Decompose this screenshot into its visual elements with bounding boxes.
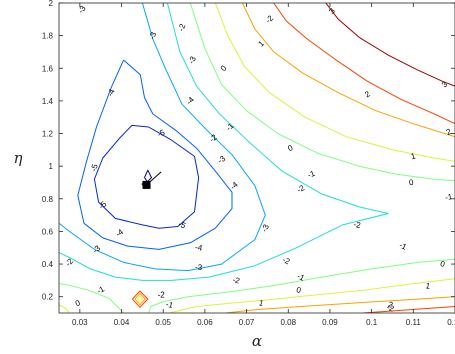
contour-label-5: -3 — [187, 54, 198, 65]
ticks-layer: 0.03 0.04 0.05 0.06 0.07 0.08 0.09 0.1 0.11 0.12 0… — [42, 0, 455, 327]
contour-label-7: 0 — [219, 63, 229, 73]
contour-label-24: -2 — [295, 183, 306, 195]
contour-line-level-0-9 — [169, 278, 455, 313]
y-tick-label-4: 1 — [49, 162, 54, 171]
contours-layer — [59, 3, 455, 313]
contour-label-22: -6 — [139, 181, 149, 190]
contour-label-9: 3 — [440, 79, 450, 89]
x-tick-label-5: 0.08 — [280, 318, 296, 327]
plot-frame — [58, 2, 455, 314]
contour-label-45: -1 — [165, 300, 175, 311]
contour-label-14: -2 — [208, 132, 220, 144]
contour-line-level--4-2 — [77, 59, 233, 250]
contour-line-level-3-18 — [325, 3, 455, 87]
contour-label-21: -4 — [228, 180, 240, 192]
contour-label-38: -1 — [296, 272, 307, 283]
contour-line-level-1-12 — [241, 3, 455, 138]
contour-label-47: 2 — [387, 300, 395, 310]
contour-line-level--2-4 — [59, 3, 389, 281]
y-tick-label-7: 1.6 — [42, 64, 54, 73]
x-tick-label-3: 0.06 — [197, 318, 213, 327]
contour-line-level--1-5 — [189, 3, 455, 182]
contour-line-level--1-7 — [59, 283, 124, 313]
y-tick-label-8: 1.8 — [42, 32, 54, 41]
marker-layer — [142, 171, 162, 189]
y-tick-label-0: 0.2 — [42, 293, 54, 302]
y-tick-label-6: 1.4 — [42, 97, 54, 106]
y-tick-label-1: 0.4 — [42, 260, 54, 269]
contour-label-8: -4 — [106, 87, 117, 98]
contour-line-level-1-14 — [134, 292, 146, 306]
contour-label-31: -3 — [91, 243, 103, 255]
contour-label-3: -2 — [264, 13, 276, 25]
contour-label-32: -4 — [194, 243, 203, 253]
contour-label-20: -1 — [306, 169, 316, 180]
contour-label-42: 0 — [295, 285, 302, 295]
contour-label-13: -5 — [156, 128, 167, 139]
contour-label-16: 0 — [286, 143, 294, 153]
contour-label-10: -4 — [185, 95, 197, 107]
contour-label-12: -1 — [224, 121, 236, 133]
contour-label-26: -1 — [444, 192, 453, 202]
contour-label-4: 3 — [327, 6, 337, 16]
contour-label-2: -2 — [177, 22, 188, 32]
x-tick-label-1: 0.04 — [114, 318, 130, 327]
contour-label-41: 1 — [425, 281, 431, 291]
contour-label-17: -3 — [216, 154, 227, 166]
contour-label-6: 1 — [256, 39, 266, 49]
x-axis-label: α — [252, 332, 262, 350]
x-tick-label-0: 0.03 — [72, 318, 88, 327]
contour-label-18: 1 — [410, 151, 417, 161]
contour-label-48: -2 — [386, 303, 396, 314]
x-tick-label-6: 0.09 — [322, 318, 338, 327]
contour-line-level--1-6 — [148, 258, 455, 313]
contour-label-39: -2 — [232, 275, 242, 286]
y-tick-label-9: 2 — [49, 0, 54, 8]
x-tick-label-8: 0.11 — [406, 318, 422, 327]
contour-label-43: -2 — [158, 291, 166, 300]
contour-label-34: -2 — [64, 256, 76, 268]
contour-label-36: -2 — [281, 255, 292, 266]
contour-label-15: 2 — [445, 127, 453, 137]
y-tick-label-2: 0.6 — [42, 227, 54, 236]
y-axis-label: η — [14, 149, 23, 167]
contour-label-23: 0 — [408, 178, 414, 188]
contour-line-level-2-15 — [273, 3, 455, 125]
contour-label-25: -5 — [97, 199, 109, 211]
contour-line-level-2-17 — [132, 290, 149, 308]
contour-line-level-0-10 — [59, 304, 70, 313]
y-tick-label-3: 0.8 — [42, 195, 54, 204]
contour-label-0: -3 — [76, 4, 88, 15]
contour-line-level-2-16 — [363, 306, 455, 313]
contour-label-11: 2 — [363, 89, 372, 99]
contour-line-level-0-8 — [214, 3, 455, 162]
contour-label-30: -2 — [353, 220, 362, 230]
contour-line-level--3-3 — [59, 3, 266, 272]
contour-label-37: 0 — [439, 259, 446, 269]
contour-label-29: -3 — [260, 223, 271, 234]
contour-label-1: -3 — [147, 30, 158, 40]
optimum-marker — [142, 180, 151, 189]
y-tick-label-5: 1.2 — [42, 130, 54, 139]
contour-label-19: -5 — [89, 163, 100, 173]
contour-line-level--5-1 — [93, 124, 200, 229]
contour-label-35: -3 — [195, 263, 203, 273]
contour-line-level--6-0 — [144, 169, 152, 183]
contour-labels-layer: -3-3-2-23-310-43-42-1-5 -220-3 1-5-1-4-6 0-… — [64, 4, 454, 314]
contour-label-44: 0 — [74, 298, 82, 308]
contour-label-28: -5 — [177, 219, 188, 230]
x-tick-label-9: 0.12 — [447, 318, 455, 327]
contour-label-33: -1 — [398, 241, 409, 252]
x-tick-label-4: 0.07 — [239, 318, 255, 327]
contour-label-27: -4 — [114, 227, 125, 239]
x-tick-label-2: 0.05 — [155, 318, 171, 327]
contour-line-level-1-13 — [225, 296, 455, 313]
contour-label-46: 1 — [258, 298, 265, 308]
x-tick-label-7: 0.1 — [366, 318, 378, 327]
contour-label-40: -1 — [95, 284, 106, 296]
contour-line-level-0-11 — [137, 295, 143, 303]
